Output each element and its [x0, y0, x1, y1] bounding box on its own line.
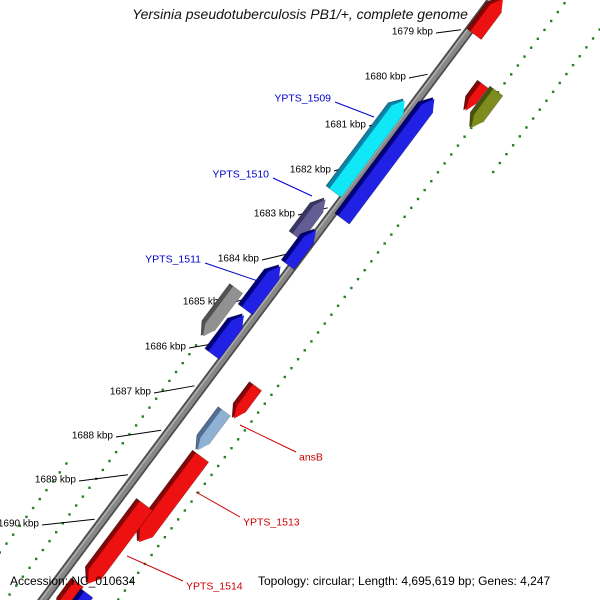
gene-arrow-f-red[interactable]: [231, 381, 262, 419]
gene-arrow-ypts-1510[interactable]: [288, 197, 326, 242]
gene-arrow-ypts-1509b[interactable]: [325, 98, 405, 198]
status-accession: Accession: NC_010634: [10, 574, 136, 588]
gene-label-YPTS_1511[interactable]: YPTS_1511: [145, 254, 259, 282]
gene-arrow-g-blue[interactable]: [65, 588, 94, 600]
svg-text:YPTS_1514: YPTS_1514: [186, 581, 243, 593]
status-bar: Accession: NC_010634 Topology: circular;…: [0, 572, 600, 596]
tick-label-1683: 1683 kbp: [254, 209, 296, 220]
gc-dot-line-3: [0, 462, 68, 554]
gene-label-ansB[interactable]: ansB: [239, 424, 323, 464]
gc-dot-line-2: [8, 344, 198, 596]
gene-arrow-ypts-1509[interactable]: [334, 97, 435, 225]
gene-arrow-a-red[interactable]: [466, 0, 503, 40]
tick-label-1679: 1679 kbp: [392, 27, 434, 38]
gene-arrow-ansb[interactable]: [195, 406, 231, 451]
gene-label-YPTS_1514[interactable]: YPTS_1514: [126, 555, 243, 593]
svg-text:YPTS_1510: YPTS_1510: [212, 169, 269, 181]
tick-label-1687: 1687 kbp: [110, 387, 152, 398]
status-topology: Topology: circular; Length: 4,695,619 bp…: [258, 574, 551, 588]
gene-label-YPTS_1510[interactable]: YPTS_1510: [212, 169, 313, 197]
gene-label-YPTS_1509[interactable]: YPTS_1509: [274, 93, 375, 118]
gene-arrow-ypts-1511[interactable]: [237, 264, 281, 316]
tick-label-1680: 1680 kbp: [365, 72, 407, 83]
svg-text:ansB: ansB: [299, 452, 323, 464]
genome-backbone: [37, 0, 498, 600]
gene-arrow-ypts-1514[interactable]: [84, 498, 153, 584]
tick-label-1682: 1682 kbp: [290, 165, 332, 176]
tick-1679: 1679 kbp: [392, 27, 461, 38]
gene-arrow-ypts-1513[interactable]: [136, 449, 209, 543]
svg-text:YPTS_1513: YPTS_1513: [243, 517, 300, 529]
tick-label-1689: 1689 kbp: [35, 475, 77, 486]
tick-1680: 1680 kbp: [365, 72, 428, 83]
gene-arrow-b-olive[interactable]: [469, 85, 504, 128]
tick-label-1686: 1686 kbp: [145, 342, 187, 353]
gc-dot-line-1: [491, 28, 600, 174]
tick-label-1684: 1684 kbp: [218, 254, 260, 265]
svg-text:YPTS_1509: YPTS_1509: [274, 93, 331, 105]
svg-text:YPTS_1511: YPTS_1511: [145, 254, 201, 266]
tick-1688: 1688 kbp: [72, 429, 162, 442]
gene-arrow-d-blue[interactable]: [204, 313, 244, 360]
tick-1690: 1690 kbp: [0, 519, 95, 530]
tick-label-1681: 1681 kbp: [325, 120, 367, 131]
gene-arrow-c-blue[interactable]: [280, 228, 317, 270]
tick-label-1690: 1690 kbp: [0, 519, 39, 530]
tick-label-1688: 1688 kbp: [72, 431, 114, 442]
gene-label-YPTS_1513[interactable]: YPTS_1513: [195, 491, 300, 529]
tick-label-1685: 1685 kbp: [183, 297, 225, 308]
tick-1687: 1687 kbp: [110, 385, 195, 398]
tick-1689: 1689 kbp: [35, 474, 128, 486]
gene-arrow-e-gray[interactable]: [200, 283, 243, 337]
gene-arrow-b-red[interactable]: [463, 79, 489, 111]
